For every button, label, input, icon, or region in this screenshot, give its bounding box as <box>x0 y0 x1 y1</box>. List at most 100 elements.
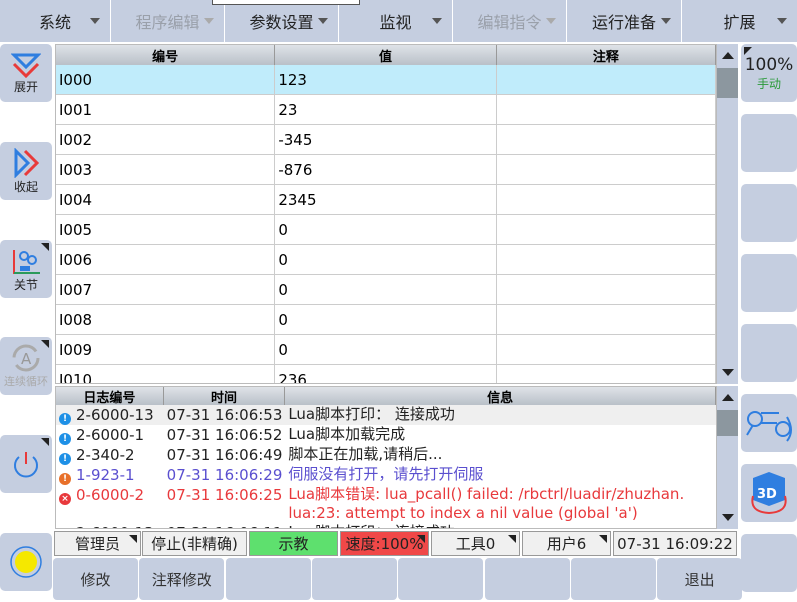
table-cell: I001 <box>56 95 276 124</box>
hand-guide-button[interactable] <box>741 394 797 452</box>
power-button[interactable] <box>0 435 52 493</box>
log-row[interactable]: ! 2-340-2 07-31 16:06:49 脚本正在加载,请稍后... <box>56 445 716 465</box>
table-row[interactable]: I010 236 <box>56 365 716 383</box>
table-cell: I008 <box>56 305 276 334</box>
cycle-icon: A <box>12 344 40 372</box>
right-button-4[interactable] <box>741 254 797 312</box>
collapse-button[interactable]: 收起 <box>0 142 52 200</box>
softkey-6[interactable] <box>570 558 656 600</box>
column-header: 信息 <box>285 387 716 406</box>
right-button-2[interactable] <box>741 114 797 172</box>
menu-5[interactable]: 运行准备 <box>567 0 681 42</box>
menu-label: 编辑指令 <box>477 13 542 32</box>
mode-value: 手动 <box>756 76 781 91</box>
log-row[interactable]: ! 1-923-1 07-31 16:06:29 伺服没有打开，请先打开伺服 <box>56 465 716 485</box>
yellow-light-icon <box>10 546 42 578</box>
table-header: 编号 值 注释 <box>56 45 716 65</box>
table-cell: 0 <box>275 215 497 244</box>
table-row[interactable]: I009 0 <box>56 335 716 365</box>
column-header: 编号 <box>56 45 276 65</box>
table-cell: -876 <box>275 155 497 184</box>
table-cell <box>497 125 716 154</box>
menu-6[interactable]: 扩展 <box>682 0 797 42</box>
table-cell: 0 <box>275 335 497 364</box>
expand-button[interactable]: 展开 <box>0 44 52 102</box>
menu-label: 参数设置 <box>249 13 314 32</box>
info-icon: ! <box>59 413 71 425</box>
table-row[interactable]: I000 123 <box>56 65 716 95</box>
softkey-0[interactable]: 修改 <box>53 558 138 600</box>
log-time: 07-31 16:06:29 <box>166 466 283 484</box>
continuous-cycle-button[interactable]: A 连续循环 <box>0 337 52 395</box>
softkey-2[interactable] <box>225 558 311 600</box>
table-row[interactable]: I005 0 <box>56 215 716 245</box>
table-cell <box>497 155 716 184</box>
softkey-7[interactable]: 退出 <box>657 558 743 600</box>
table-cell: 0 <box>275 245 497 274</box>
table-row[interactable]: I006 0 <box>56 245 716 275</box>
user-level-status[interactable]: 管理员 <box>54 531 141 556</box>
table-cell: 0 <box>275 275 497 304</box>
table-row[interactable]: I008 0 <box>56 305 716 335</box>
table-row[interactable]: I002 -345 <box>56 125 716 155</box>
user-level-label: 管理员 <box>74 535 120 553</box>
menu-label: 系统 <box>38 13 71 32</box>
3d-view-button[interactable]: 3D <box>741 464 797 522</box>
table-cell: 2345 <box>275 185 497 214</box>
clock: 07-31 16:09:22 <box>613 531 737 556</box>
menu-4[interactable]: 编辑指令 <box>453 0 566 42</box>
right-button-8[interactable] <box>741 534 797 592</box>
user-frame-status[interactable]: 用户6 <box>522 531 611 556</box>
table-row[interactable]: I007 0 <box>56 275 716 305</box>
collapse-icon <box>14 147 39 178</box>
log-message: 脚本正在加载,请稍后... <box>288 445 443 463</box>
log-row[interactable]: ! 2-6000-13 07-31 16:06:53 Lua脚本打印： 连接成功 <box>56 405 716 425</box>
chevron-down-icon <box>546 18 556 24</box>
table-cell <box>497 275 716 304</box>
log-time: 07-31 16:06:49 <box>166 446 283 464</box>
menu-3[interactable]: 监视 <box>339 0 452 42</box>
speed-mode-button[interactable]: 100% 手动 <box>741 44 797 102</box>
table-cell: I002 <box>56 125 276 154</box>
joint-button[interactable]: 关节 <box>0 240 52 298</box>
mode-status: 示教 <box>249 531 338 556</box>
chevron-down-icon <box>318 18 328 24</box>
right-button-5[interactable] <box>741 324 797 382</box>
speed-status[interactable]: 速度:100% <box>340 531 429 556</box>
status-light-button[interactable] <box>0 533 52 591</box>
menu-0[interactable]: 系统 <box>0 0 110 42</box>
table-row[interactable]: I003 -876 <box>56 155 716 185</box>
table-row[interactable]: I004 2345 <box>56 185 716 215</box>
table-cell: I009 <box>56 335 276 364</box>
log-message: Lua脚本打印： 连接成功 <box>288 405 455 423</box>
joint-label: 关节 <box>13 277 38 292</box>
collapse-label: 收起 <box>13 179 38 194</box>
table-cell <box>497 65 716 94</box>
table-scrollbar[interactable] <box>717 44 738 384</box>
robot-hand-icon <box>746 411 792 442</box>
top-menu-bar: 系统 程序编辑 参数设置 监视 编辑指令 运行准备 扩展 <box>0 0 797 43</box>
table-row[interactable]: I001 23 <box>56 95 716 125</box>
info-icon: ! <box>59 453 71 465</box>
table-cell: -345 <box>275 125 497 154</box>
table-cell <box>497 95 716 124</box>
warning-icon: ! <box>59 473 71 485</box>
table-cell <box>497 365 716 383</box>
softkey-5[interactable] <box>484 558 570 600</box>
log-message: Lua脚本打印： 连接成功 <box>285 523 716 528</box>
menu-1[interactable]: 程序编辑 <box>111 0 224 42</box>
softkey-4[interactable] <box>398 558 484 600</box>
log-id: 2-340-2 <box>76 446 135 464</box>
chevron-down-icon <box>90 18 100 24</box>
log-id: 2-6000-13 <box>76 524 154 528</box>
softkey-1[interactable]: 注释修改 <box>139 558 225 600</box>
log-row[interactable]: ! 2-6000-1 07-31 16:06:52 Lua脚本加载完成 <box>56 425 716 445</box>
tool-status[interactable]: 工具0 <box>431 531 520 556</box>
log-message: 伺服没有打开，请先打开伺服 <box>288 465 484 483</box>
log-scrollbar[interactable] <box>717 386 738 529</box>
right-button-3[interactable] <box>741 184 797 242</box>
menu-2[interactable]: 参数设置 <box>225 0 338 42</box>
log-row[interactable]: × 0-6000-2 07-31 16:06:25 Lua脚本错误: lua_pcal… <box>56 485 716 523</box>
softkey-3[interactable] <box>311 558 397 600</box>
